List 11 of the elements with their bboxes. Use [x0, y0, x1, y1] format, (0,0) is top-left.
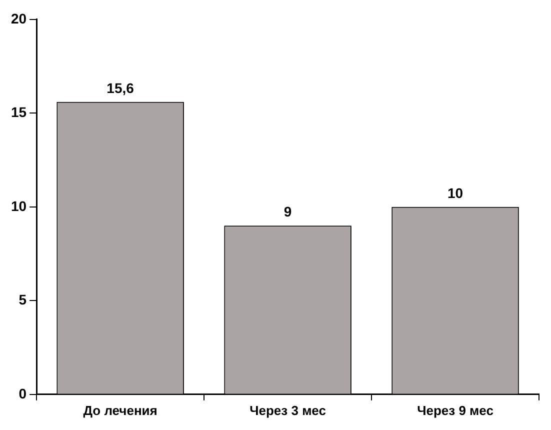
y-tick-label: 10	[10, 198, 27, 214]
y-tick-label: 15	[10, 104, 27, 120]
x-tick-label: До лечения	[83, 402, 158, 418]
data-label: 10	[447, 184, 464, 201]
x-tick-label: Через 3 мес	[250, 402, 326, 418]
y-tick-label: 20	[10, 10, 27, 26]
y-tick-label: 5	[18, 292, 27, 308]
x-tick-label: Через 9 мес	[417, 402, 494, 418]
y-tick-label: 0	[18, 385, 27, 402]
data-label: 9	[284, 204, 292, 220]
data-label: 15,6	[106, 80, 134, 96]
